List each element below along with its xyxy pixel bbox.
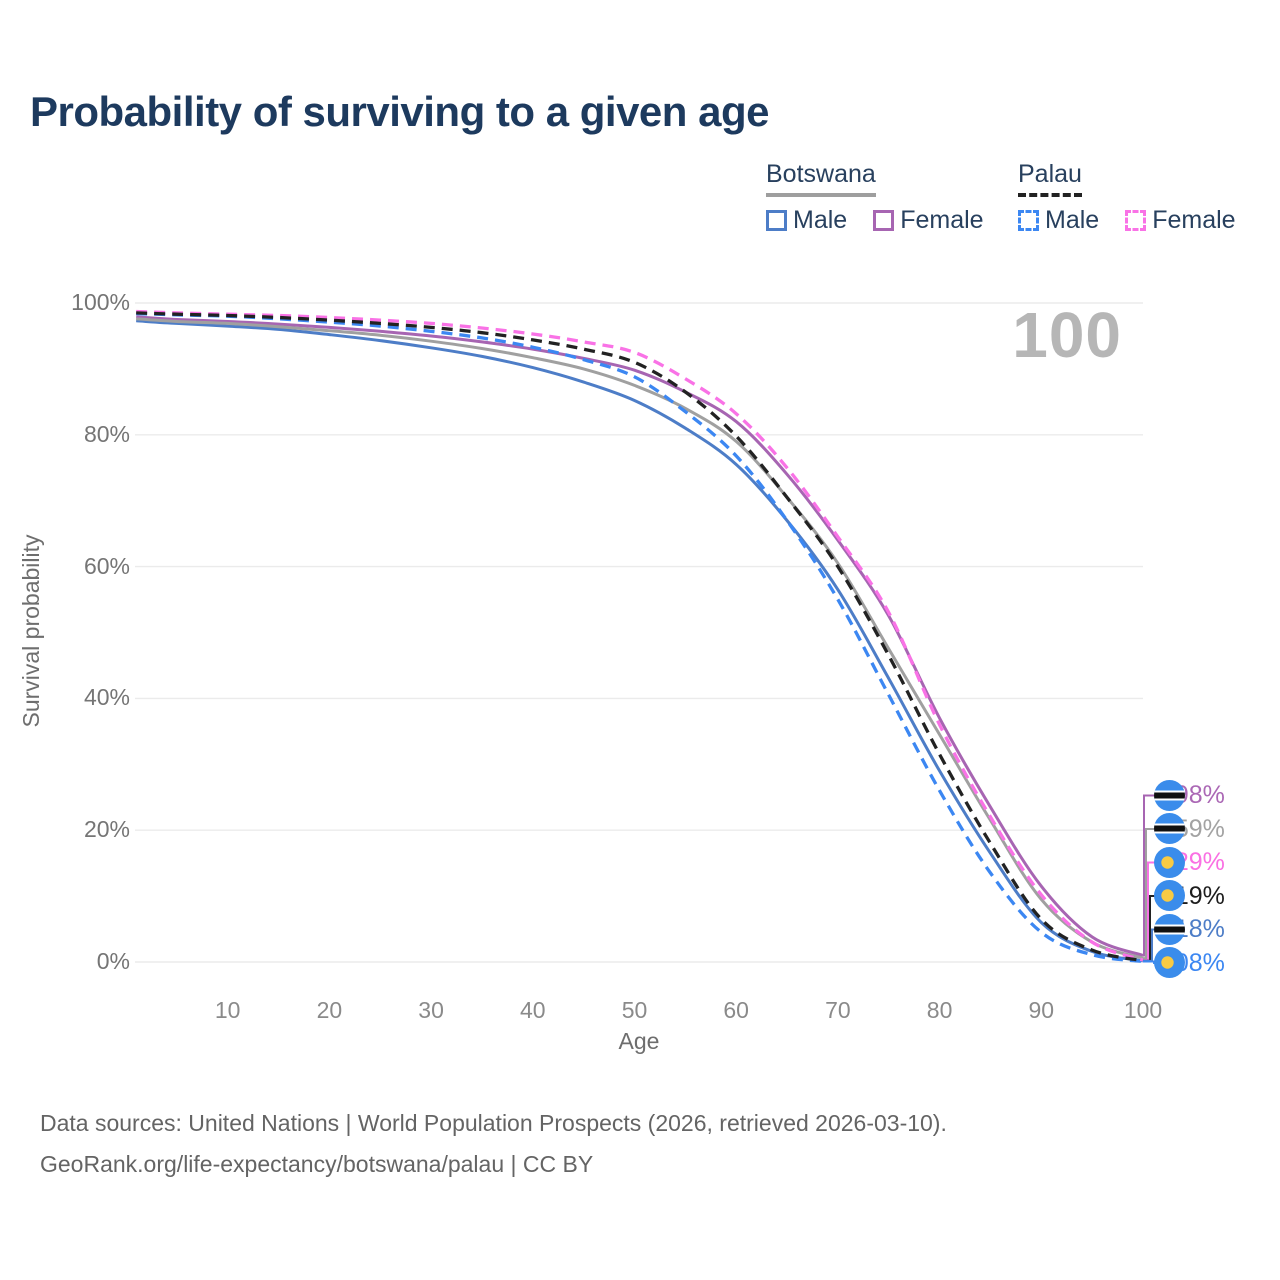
x-tick-label: 60 — [723, 997, 749, 1023]
botswana-flag-icon — [1154, 813, 1185, 844]
series-line-botswana[interactable] — [136, 317, 1144, 960]
x-tick-label: 70 — [825, 997, 851, 1023]
footer-attribution: GeoRank.org/life-expectancy/botswana/pal… — [40, 1151, 594, 1177]
legend-group-botswana: Botswana Male Female — [766, 160, 984, 235]
end-label-botswana: 0.59% — [1154, 813, 1225, 845]
footer-data-sources: Data sources: United Nations | World Pop… — [40, 1110, 947, 1136]
legend-group-palau: Palau Male Female — [1018, 160, 1236, 235]
legend-country-palau[interactable]: Palau — [1018, 160, 1082, 197]
y-axis-title: Survival probability — [18, 534, 44, 728]
end-label-palau-male: 0.08% — [1154, 947, 1225, 979]
y-tick-label: 100% — [71, 289, 130, 315]
y-tick-label: 40% — [83, 684, 130, 711]
legend-item-palau-female[interactable]: Female — [1125, 206, 1236, 235]
end-label-palau: 0.19% — [1154, 880, 1225, 912]
legend-items: Male Female — [1018, 206, 1236, 235]
palau-flag-icon — [1154, 880, 1185, 911]
series-line-palau-female[interactable] — [136, 309, 1144, 962]
x-tick-label: 40 — [520, 997, 546, 1023]
legend-country-botswana[interactable]: Botswana — [766, 160, 876, 197]
legend-item-label: Male — [1045, 206, 1100, 234]
x-tick-label: 20 — [316, 997, 343, 1023]
page-title: Probability of surviving to a given age — [30, 88, 769, 135]
x-tick-label: 90 — [1028, 997, 1055, 1023]
y-tick-label: 60% — [83, 552, 130, 579]
end-label-botswana-female: 0.98% — [1154, 779, 1225, 812]
legend-country-label: Botswana — [766, 160, 876, 188]
legend-items: Male Female — [766, 206, 984, 235]
x-tick-label: 30 — [418, 997, 444, 1023]
legend-dashed-line-swatch — [1018, 193, 1082, 197]
x-tick-label: 80 — [926, 997, 953, 1023]
palau-flag-icon — [1154, 947, 1185, 978]
x-tick-label: 50 — [621, 997, 648, 1023]
x-tick-label: 100 — [1123, 997, 1163, 1023]
legend-swatch-icon — [873, 210, 895, 231]
y-tick-label: 80% — [83, 420, 130, 447]
botswana-flag-icon — [1154, 779, 1185, 811]
palau-flag-icon — [1154, 846, 1185, 878]
legend-solid-line-swatch — [766, 193, 876, 197]
legend-swatch-icon — [1018, 210, 1039, 231]
end-label-palau-female: 0.29% — [1154, 846, 1225, 879]
end-label-connector-botswana-female — [1143, 794, 1156, 957]
legend-item-label: Female — [1152, 206, 1236, 234]
legend-item-botswana-female[interactable]: Female — [873, 206, 984, 235]
end-label-connector-botswana — [1143, 828, 1156, 960]
age-watermark: 100 — [1012, 299, 1122, 371]
x-tick-label: 10 — [214, 997, 241, 1023]
series-line-botswana-female[interactable] — [136, 315, 1144, 957]
series-line-botswana-male[interactable] — [136, 319, 1144, 963]
legend-item-botswana-male[interactable]: Male — [766, 206, 847, 235]
y-tick-label: 0% — [96, 948, 130, 974]
series-line-palau-male[interactable] — [136, 311, 1144, 964]
botswana-flag-icon — [1154, 913, 1185, 945]
series-line-palau[interactable] — [136, 311, 1144, 963]
legend-item-label: Male — [793, 206, 848, 234]
legend-item-label: Female — [900, 206, 984, 234]
legend-swatch-icon — [1125, 210, 1147, 231]
legend-swatch-icon — [766, 210, 787, 231]
y-tick-label: 20% — [83, 816, 130, 843]
legend-item-palau-male[interactable]: Male — [1018, 206, 1099, 235]
legend-country-label: Palau — [1018, 160, 1082, 188]
x-axis-title: Age — [618, 1028, 660, 1054]
end-label-botswana-male: 0.18% — [1154, 913, 1225, 946]
